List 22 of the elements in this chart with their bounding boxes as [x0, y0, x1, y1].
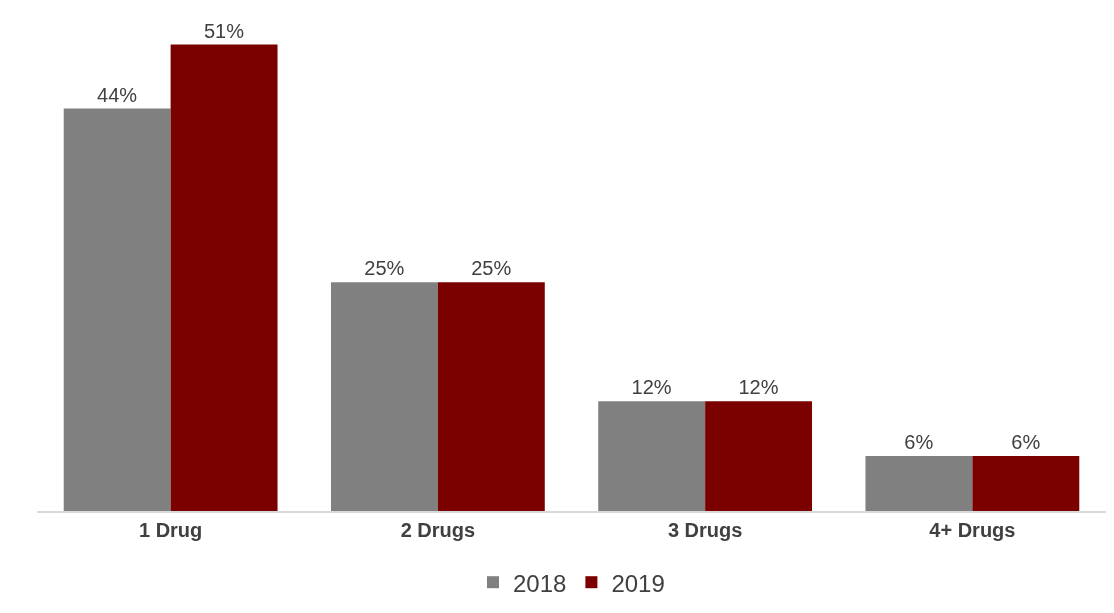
bar — [63, 108, 171, 511]
bar — [972, 456, 1080, 511]
bar — [170, 44, 278, 511]
data-label: 12% — [631, 376, 672, 399]
bar — [865, 456, 973, 511]
data-label: 44% — [97, 83, 138, 106]
x-tick-label: 2 Drugs — [400, 518, 476, 541]
legend-label: 2018 — [513, 569, 567, 597]
data-label: 51% — [203, 19, 245, 42]
bar — [437, 282, 545, 511]
x-tick-label: 3 Drugs — [667, 518, 743, 541]
data-label: 6% — [904, 431, 934, 454]
data-label: 25% — [364, 257, 405, 280]
data-label: 25% — [471, 257, 512, 280]
data-label: 6% — [1011, 431, 1041, 454]
x-tick-label: 1 Drug — [138, 518, 203, 541]
bar — [330, 282, 438, 511]
bar — [598, 401, 706, 511]
legend-label: 2019 — [611, 569, 665, 597]
x-tick-label: 4+ Drugs — [929, 518, 1016, 541]
bar — [705, 401, 813, 511]
data-label: 12% — [738, 376, 779, 399]
